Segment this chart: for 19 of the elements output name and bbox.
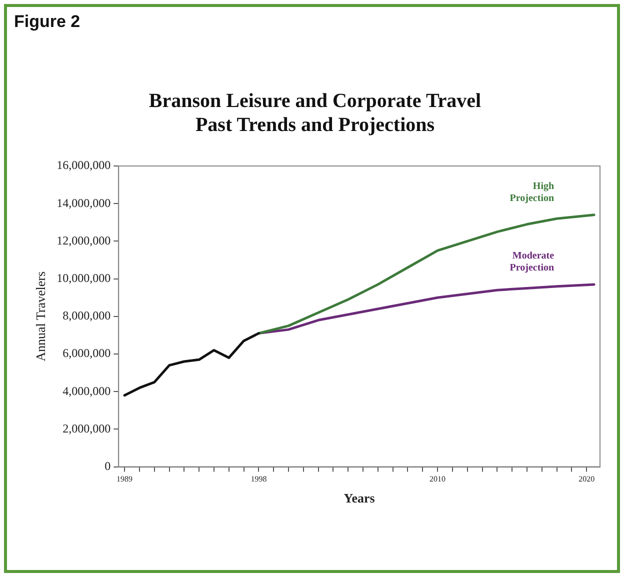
y-tick-label: 10,000,000 — [56, 270, 111, 285]
y-tick-label: 16,000,000 — [56, 158, 111, 172]
caption: Figure 2 — [14, 12, 80, 32]
chart-title: Branson Leisure and Corporate Travel Past Trends and Projections — [148, 90, 482, 136]
y-tick-label: 6,000,000 — [62, 346, 111, 360]
y-tick-label: 0 — [104, 458, 111, 473]
x-tick-label: 2020 — [578, 474, 595, 484]
series-label: High Projection — [510, 180, 554, 204]
y-tick-label: 8,000,000 — [62, 308, 111, 323]
y-axis-title: Annual Travelers — [33, 271, 48, 362]
y-tick-label: 12,000,000 — [56, 233, 111, 248]
y-tick-label: 2,000,000 — [62, 421, 111, 436]
x-tick-label: 1989 — [116, 474, 133, 484]
x-axis-title: Years — [344, 490, 375, 506]
y-tick-label: 14,000,000 — [56, 196, 111, 210]
series-label: Moderate Projection — [510, 250, 555, 274]
y-tick-label: 4,000,000 — [62, 384, 111, 398]
x-tick-label: 1998 — [250, 474, 267, 484]
x-tick-label: 2010 — [430, 474, 446, 484]
